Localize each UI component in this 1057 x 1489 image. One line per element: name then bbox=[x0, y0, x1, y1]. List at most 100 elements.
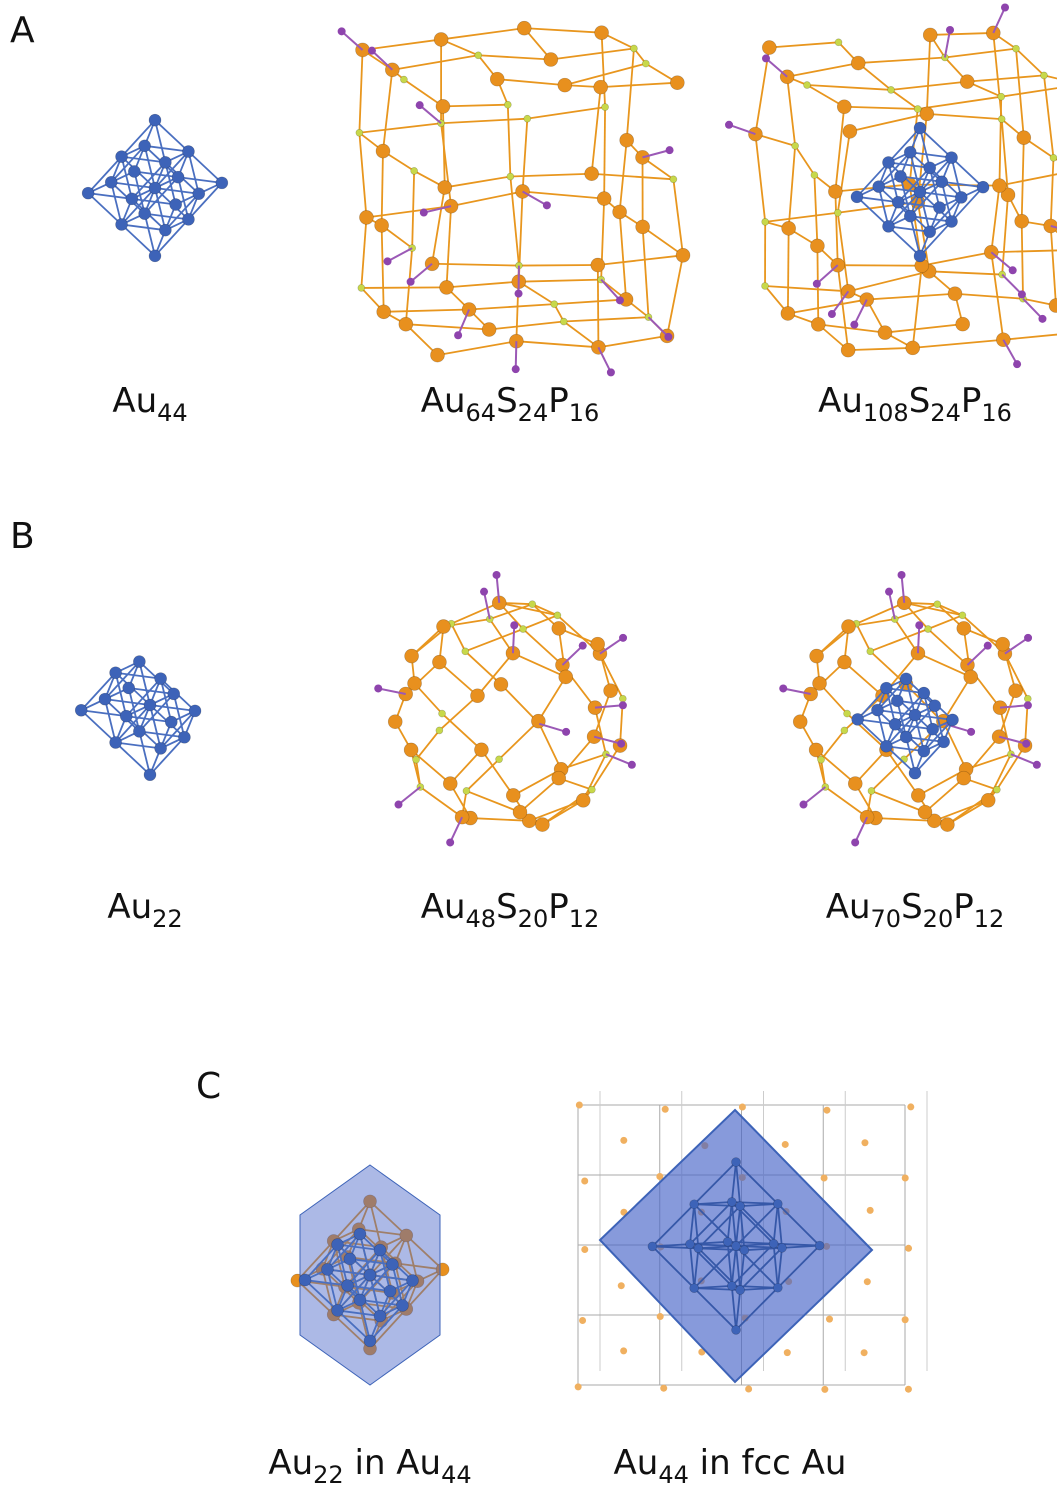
atom bbox=[521, 813, 537, 829]
caption-subscript: 44 bbox=[157, 399, 188, 427]
bond bbox=[563, 320, 599, 349]
bond bbox=[444, 175, 511, 189]
bond bbox=[996, 745, 1026, 791]
bond bbox=[856, 196, 890, 228]
bond bbox=[369, 1200, 407, 1237]
atom bbox=[877, 325, 893, 340]
atom bbox=[584, 166, 599, 182]
bond bbox=[419, 786, 463, 818]
bond bbox=[114, 741, 151, 776]
atom bbox=[669, 175, 678, 184]
atom bbox=[1048, 298, 1057, 313]
bond bbox=[887, 191, 921, 227]
caption-subscript: 44 bbox=[658, 1461, 689, 1489]
ligand-atom bbox=[619, 633, 628, 642]
ligand-bond bbox=[600, 278, 621, 302]
bond bbox=[1000, 119, 1009, 195]
atom bbox=[98, 692, 112, 706]
ligand-bond bbox=[522, 190, 548, 207]
bond bbox=[159, 710, 196, 749]
bond bbox=[187, 182, 223, 220]
bond bbox=[405, 1234, 444, 1271]
bond bbox=[887, 162, 900, 203]
bond bbox=[362, 38, 442, 51]
ligand-bond bbox=[538, 722, 567, 733]
atom bbox=[363, 1334, 377, 1348]
bond bbox=[411, 170, 416, 249]
bond bbox=[857, 718, 896, 726]
bond bbox=[919, 191, 931, 232]
bond bbox=[936, 603, 963, 617]
atom bbox=[154, 672, 167, 685]
atom bbox=[727, 1197, 737, 1207]
bond bbox=[114, 704, 151, 744]
atom bbox=[558, 669, 574, 685]
bond bbox=[366, 205, 452, 219]
bond bbox=[498, 720, 539, 760]
atom bbox=[178, 730, 191, 744]
atom bbox=[933, 201, 946, 214]
atom bbox=[954, 191, 968, 204]
caption-text: Au bbox=[614, 1443, 659, 1483]
ligand-atom bbox=[1022, 739, 1031, 748]
ligand-atom bbox=[480, 587, 489, 596]
bond bbox=[512, 652, 567, 678]
bond bbox=[104, 698, 117, 743]
bond bbox=[296, 1240, 335, 1282]
bond bbox=[651, 1203, 695, 1248]
bond bbox=[138, 731, 151, 775]
atom bbox=[298, 1273, 312, 1287]
bond bbox=[466, 790, 521, 813]
caption-text: Au bbox=[112, 381, 157, 421]
atom bbox=[435, 1262, 450, 1277]
bond bbox=[519, 777, 560, 813]
atom bbox=[871, 703, 884, 717]
atom bbox=[387, 714, 403, 730]
bond bbox=[304, 1279, 339, 1312]
ligand-bond bbox=[1010, 753, 1038, 766]
ligand-atom bbox=[514, 289, 523, 298]
bond bbox=[415, 729, 441, 761]
ligand-atom bbox=[510, 621, 519, 630]
bond bbox=[897, 167, 931, 203]
caption-text: S bbox=[496, 887, 518, 927]
ligand-atom bbox=[1017, 290, 1026, 299]
bond bbox=[941, 180, 984, 189]
bond bbox=[735, 1162, 742, 1207]
bond bbox=[730, 1285, 737, 1330]
ligand-atom bbox=[779, 684, 788, 693]
bond bbox=[836, 131, 851, 213]
atom bbox=[693, 1243, 704, 1254]
bond bbox=[909, 152, 921, 193]
bond bbox=[898, 201, 940, 209]
bond bbox=[404, 247, 414, 325]
atom bbox=[596, 191, 612, 206]
ligand-atom bbox=[511, 365, 520, 374]
bond bbox=[512, 768, 562, 797]
bond bbox=[666, 255, 684, 337]
bond bbox=[911, 265, 923, 348]
bond bbox=[304, 1243, 339, 1281]
atom bbox=[435, 726, 444, 735]
bond bbox=[777, 1203, 821, 1247]
bond bbox=[139, 730, 185, 739]
atom bbox=[128, 165, 141, 178]
caption-subscript: 20 bbox=[923, 905, 954, 933]
lattice-atom bbox=[656, 1313, 664, 1321]
bond bbox=[349, 1258, 361, 1301]
caption: Au70S20P12 bbox=[826, 887, 1005, 933]
bond bbox=[672, 179, 684, 256]
bond bbox=[912, 338, 1004, 349]
bond bbox=[441, 117, 528, 125]
atom bbox=[1016, 130, 1032, 145]
bond bbox=[591, 745, 621, 791]
atom bbox=[956, 621, 972, 636]
atom bbox=[814, 1240, 825, 1251]
atom bbox=[512, 804, 528, 820]
bond bbox=[528, 799, 584, 822]
bond bbox=[432, 262, 519, 267]
atom bbox=[115, 150, 128, 163]
atom bbox=[761, 40, 777, 55]
bond bbox=[522, 628, 564, 666]
bond bbox=[369, 1304, 404, 1342]
